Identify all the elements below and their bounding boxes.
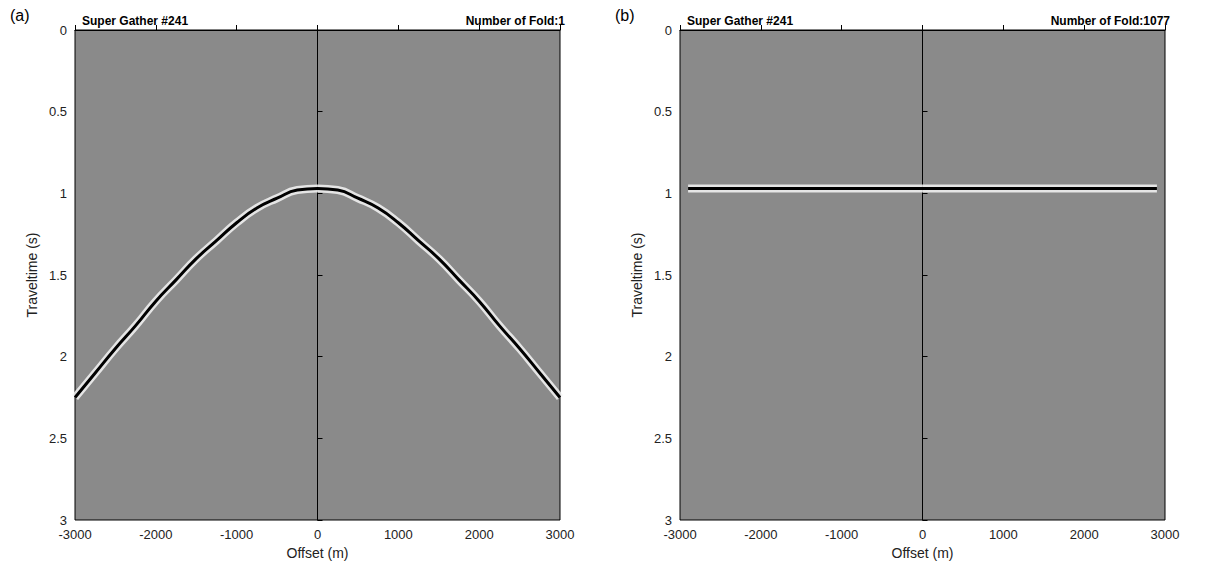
svg-text:1: 1: [665, 186, 672, 201]
svg-text:2: 2: [60, 349, 67, 364]
svg-text:1000: 1000: [384, 527, 413, 542]
svg-text:(b): (b): [615, 7, 635, 24]
svg-text:Super Gather #241: Super Gather #241: [82, 14, 188, 28]
svg-text:1: 1: [60, 186, 67, 201]
svg-text:0: 0: [919, 527, 926, 542]
svg-text:Traveltime (s): Traveltime (s): [24, 232, 40, 317]
svg-text:0: 0: [314, 527, 321, 542]
svg-text:-1000: -1000: [220, 527, 253, 542]
svg-text:2.5: 2.5: [49, 431, 67, 446]
svg-text:1.5: 1.5: [49, 268, 67, 283]
svg-text:Offset (m): Offset (m): [287, 545, 349, 561]
svg-text:-3000: -3000: [663, 527, 696, 542]
svg-text:0.5: 0.5: [654, 104, 672, 119]
svg-text:3: 3: [665, 513, 672, 528]
svg-text:0.5: 0.5: [49, 104, 67, 119]
svg-text:2.5: 2.5: [654, 431, 672, 446]
svg-text:Offset (m): Offset (m): [892, 545, 954, 561]
svg-text:0: 0: [60, 23, 67, 38]
svg-text:2000: 2000: [465, 527, 494, 542]
svg-text:2000: 2000: [1070, 527, 1099, 542]
svg-text:-3000: -3000: [58, 527, 91, 542]
svg-text:-2000: -2000: [139, 527, 172, 542]
svg-text:-1000: -1000: [825, 527, 858, 542]
svg-text:0: 0: [665, 23, 672, 38]
svg-text:3000: 3000: [1151, 527, 1180, 542]
svg-text:(a): (a): [10, 7, 30, 24]
svg-text:3: 3: [60, 513, 67, 528]
svg-text:1000: 1000: [989, 527, 1018, 542]
svg-text:Traveltime (s): Traveltime (s): [629, 232, 645, 317]
svg-text:Number of Fold:1077: Number of Fold:1077: [1051, 14, 1171, 28]
svg-text:1.5: 1.5: [654, 268, 672, 283]
svg-text:Super Gather #241: Super Gather #241: [687, 14, 793, 28]
svg-text:2: 2: [665, 349, 672, 364]
svg-text:-2000: -2000: [744, 527, 777, 542]
svg-text:3000: 3000: [546, 527, 575, 542]
svg-text:Number of Fold:1: Number of Fold:1: [466, 14, 566, 28]
